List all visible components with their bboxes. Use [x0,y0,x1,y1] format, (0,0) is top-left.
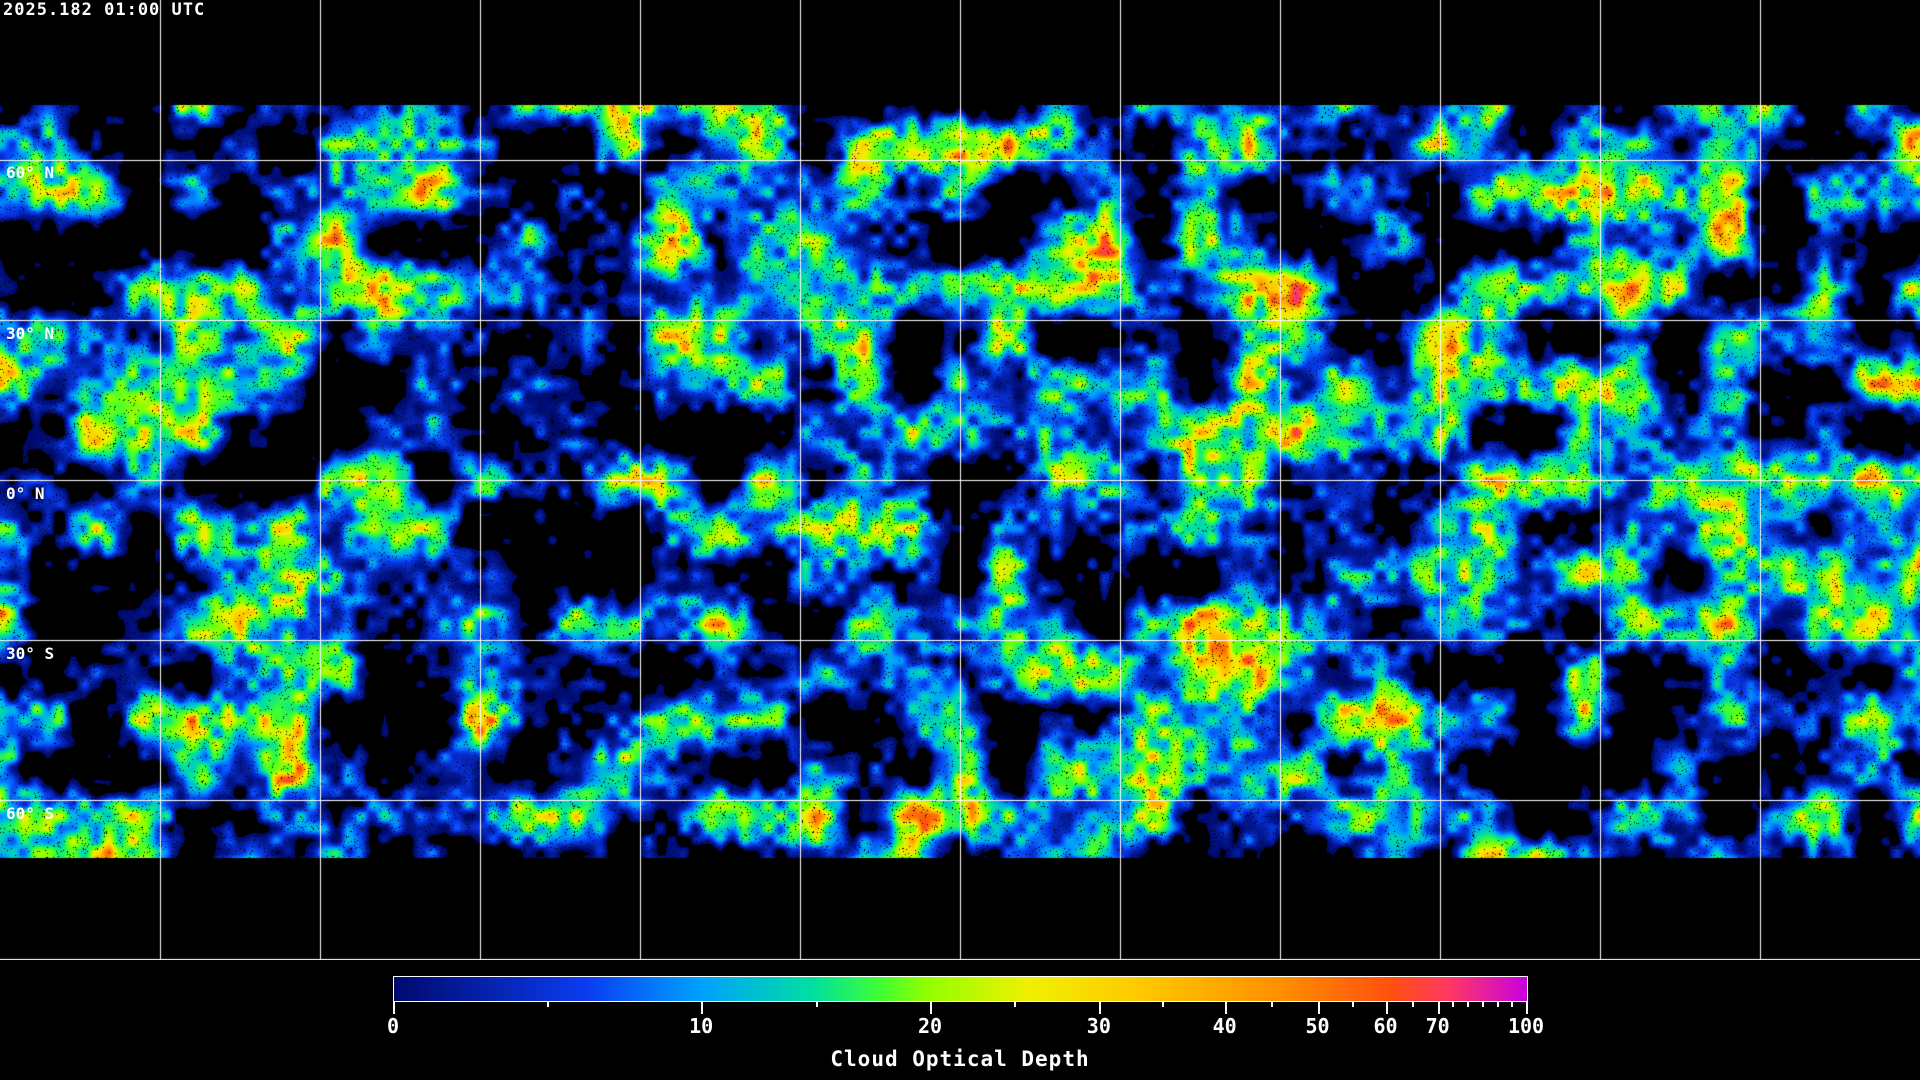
colorbar-tick-label: 40 [1212,1014,1237,1038]
lat-label-30n: 30° N [6,324,55,343]
colorbar-major-tick [1526,1002,1528,1014]
colorbar-major-tick [1317,1002,1320,1014]
lat-label-equator: 0° N [6,484,45,503]
colorbar-major-tick [930,1002,933,1014]
colorbar-major-tick [1437,1002,1440,1014]
colorbar-minor-tick [1271,1002,1274,1007]
colorbar-major-tick [1385,1002,1388,1014]
colorbar-minor-tick [1511,1002,1514,1007]
colorbar-title: Cloud Optical Depth [830,1047,1090,1071]
colorbar-tick-label: 0 [386,1014,400,1038]
lat-label-30s: 30° S [6,644,55,663]
colorbar-minor-tick [547,1002,550,1007]
colorbar-tick-label: 60 [1373,1014,1398,1038]
colorbar-minor-tick [815,1002,818,1007]
colorbar-tick-label: 10 [689,1014,714,1038]
colorbar-minor-tick [1496,1002,1499,1007]
colorbar-minor-tick [1467,1002,1470,1007]
colorbar-major-tick [1224,1002,1227,1014]
colorbar-minor-tick [1014,1002,1017,1007]
colorbar-minor-tick [1351,1002,1354,1007]
colorbar-minor-tick [1452,1002,1455,1007]
colorbar-tick-label: 100 [1507,1014,1545,1038]
colorbar-minor-tick [1411,1002,1414,1007]
colorbar [393,976,1528,1002]
colorbar-minor-tick [1161,1002,1164,1007]
colorbar-tick-label: 50 [1305,1014,1330,1038]
colorbar-ticks [393,1002,1528,1014]
colorbar-tick-label: 70 [1425,1014,1450,1038]
lat-label-60s: 60° S [6,804,55,823]
lat-label-60n: 60° N [6,163,55,182]
colorbar-major-tick [701,1002,704,1014]
colorbar-major-tick [1098,1002,1101,1014]
timestamp: 2025.182 01:00 UTC [3,0,206,20]
colorbar-major-tick [393,1002,395,1014]
colorbar-minor-tick [1481,1002,1484,1007]
colorbar-tick-label: 20 [917,1014,943,1038]
colorbar-tick-label: 30 [1086,1014,1111,1038]
cloud-optical-depth-map [0,0,1920,960]
